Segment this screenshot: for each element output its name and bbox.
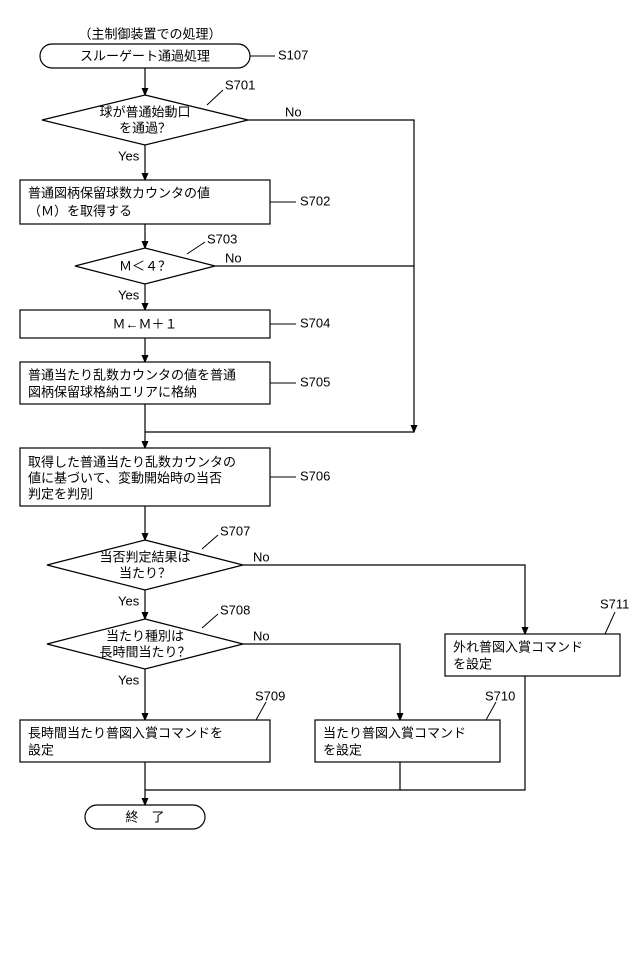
decision-s708: 当たり種別は 長時間当たり？ S708 Yes No <box>47 602 270 687</box>
decision-s707: 当否判定結果は 当たり？ S707 Yes No <box>47 523 270 608</box>
svg-text:取得した普通当たり乱数カウンタの: 取得した普通当たり乱数カウンタの <box>28 454 236 469</box>
svg-text:Yes: Yes <box>118 593 140 608</box>
svg-text:S710: S710 <box>485 688 515 703</box>
svg-text:S107: S107 <box>278 47 308 62</box>
svg-text:を設定: を設定 <box>453 656 492 671</box>
svg-text:設定: 設定 <box>28 742 54 757</box>
svg-text:Ｍ＜４？: Ｍ＜４？ <box>119 258 171 273</box>
svg-text:終 了: 終 了 <box>125 809 164 824</box>
svg-text:Yes: Yes <box>118 672 140 687</box>
end-node: 終 了 <box>85 805 205 829</box>
svg-text:S711: S711 <box>600 596 629 611</box>
process-s706: 取得した普通当たり乱数カウンタの 値に基づいて、変動開始時の当否 判定を判別 S… <box>20 448 330 506</box>
svg-text:No: No <box>253 628 270 643</box>
svg-text:長時間当たり普図入賞コマンドを: 長時間当たり普図入賞コマンドを <box>28 725 223 740</box>
svg-text:値に基づいて、変動開始時の当否: 値に基づいて、変動開始時の当否 <box>28 470 222 485</box>
svg-text:図柄保留球格納エリアに格納: 図柄保留球格納エリアに格納 <box>28 384 197 399</box>
svg-text:長時間当たり？: 長時間当たり？ <box>99 644 190 659</box>
svg-text:S704: S704 <box>300 315 330 330</box>
svg-text:S709: S709 <box>255 688 285 703</box>
svg-text:S706: S706 <box>300 468 330 483</box>
svg-text:（Ｍ）を取得する: （Ｍ）を取得する <box>28 203 132 218</box>
svg-text:S708: S708 <box>220 602 250 617</box>
start-node: スルーゲート通過処理 S107 <box>40 44 308 68</box>
header-text: （主制御装置での処理） <box>78 26 221 41</box>
process-s711: 外れ普図入賞コマンド を設定 S711 <box>445 596 629 676</box>
svg-text:No: No <box>253 549 270 564</box>
svg-text:Ｍ←Ｍ＋１: Ｍ←Ｍ＋１ <box>112 316 177 331</box>
svg-text:No: No <box>225 250 242 265</box>
svg-text:当たり種別は: 当たり種別は <box>106 628 184 643</box>
svg-text:普通当たり乱数カウンタの値を普通: 普通当たり乱数カウンタの値を普通 <box>28 367 236 382</box>
svg-text:スルーゲート通過処理: スルーゲート通過処理 <box>80 48 210 63</box>
svg-text:S701: S701 <box>225 77 255 92</box>
process-s710: 当たり普図入賞コマンド を設定 S710 <box>315 688 515 762</box>
svg-text:当否判定結果は: 当否判定結果は <box>99 549 190 564</box>
svg-text:Yes: Yes <box>118 287 140 302</box>
svg-text:外れ普図入賞コマンド: 外れ普図入賞コマンド <box>453 639 583 654</box>
svg-text:No: No <box>285 104 302 119</box>
decision-s703: Ｍ＜４？ S703 Yes No <box>75 231 242 302</box>
svg-text:S705: S705 <box>300 374 330 389</box>
svg-text:S703: S703 <box>207 231 237 246</box>
process-s704: Ｍ←Ｍ＋１ S704 <box>20 310 330 338</box>
process-s705: 普通当たり乱数カウンタの値を普通 図柄保留球格納エリアに格納 S705 <box>20 362 330 404</box>
svg-text:当たり普図入賞コマンド: 当たり普図入賞コマンド <box>323 725 466 740</box>
svg-text:Yes: Yes <box>118 148 140 163</box>
process-s702: 普通図柄保留球数カウンタの値 （Ｍ）を取得する S702 <box>20 180 330 224</box>
flowchart: （主制御装置での処理） スルーゲート通過処理 S107 球が普通始動口 を通過？… <box>0 0 640 973</box>
svg-text:普通図柄保留球数カウンタの値: 普通図柄保留球数カウンタの値 <box>28 185 210 200</box>
svg-text:当たり？: 当たり？ <box>119 565 171 580</box>
svg-text:を設定: を設定 <box>323 742 362 757</box>
svg-text:判定を判別: 判定を判別 <box>28 486 93 501</box>
svg-text:を通過？: を通過？ <box>119 120 171 135</box>
process-s709: 長時間当たり普図入賞コマンドを 設定 S709 <box>20 688 285 762</box>
svg-text:球が普通始動口: 球が普通始動口 <box>99 104 190 119</box>
svg-text:S707: S707 <box>220 523 250 538</box>
svg-text:S702: S702 <box>300 193 330 208</box>
